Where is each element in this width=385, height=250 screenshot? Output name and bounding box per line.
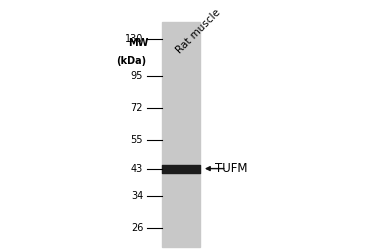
Text: 55: 55: [131, 135, 143, 145]
Text: 34: 34: [131, 191, 143, 201]
Text: 72: 72: [131, 103, 143, 113]
Text: TUFM: TUFM: [215, 162, 248, 175]
Text: 43: 43: [131, 164, 143, 173]
Text: Rat muscle: Rat muscle: [174, 8, 222, 56]
Text: 95: 95: [131, 70, 143, 81]
Text: 130: 130: [125, 34, 143, 44]
Text: 26: 26: [131, 222, 143, 232]
Bar: [162, 22, 200, 247]
Text: MW: MW: [128, 38, 148, 48]
Text: (kDa): (kDa): [117, 56, 147, 66]
